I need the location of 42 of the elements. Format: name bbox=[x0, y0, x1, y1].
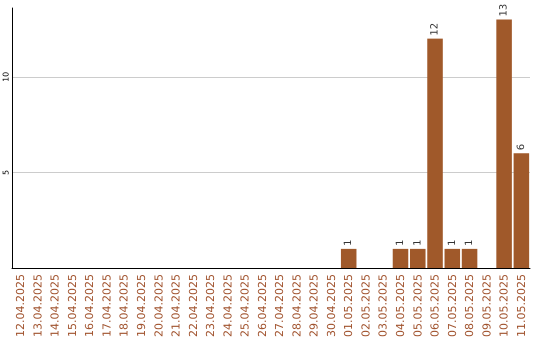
x-tick-label: 14.04.2025 bbox=[48, 274, 62, 338]
x-tick-label: 11.05.2025 bbox=[514, 274, 528, 338]
x-tick-label: 08.05.2025 bbox=[463, 274, 476, 338]
x-tick-label: 07.05.2025 bbox=[446, 274, 459, 338]
x-tick-label: 20.04.2025 bbox=[152, 274, 166, 338]
data-label: 1 bbox=[343, 240, 354, 246]
x-tick-label: 18.04.2025 bbox=[118, 274, 131, 338]
x-tick-label: 15.04.2025 bbox=[66, 274, 79, 338]
x-tick-label: 25.04.2025 bbox=[238, 274, 252, 338]
data-label: 12 bbox=[430, 22, 441, 36]
bar bbox=[462, 248, 478, 268]
x-tick-label: 19.04.2025 bbox=[135, 274, 148, 338]
x-tick-label: 28.04.2025 bbox=[290, 274, 304, 338]
x-tick-label: 12.04.2025 bbox=[14, 274, 28, 338]
x-tick-label: 21.04.2025 bbox=[170, 274, 183, 338]
x-tick-label: 09.05.2025 bbox=[480, 274, 494, 338]
x-tick-label: 27.04.2025 bbox=[273, 274, 286, 338]
x-tick-label: 05.05.2025 bbox=[411, 274, 424, 338]
x-tick-label: 01.05.2025 bbox=[342, 274, 356, 338]
x-tick-label: 16.04.2025 bbox=[83, 274, 96, 338]
x-tick-label: 04.05.2025 bbox=[394, 274, 407, 338]
x-tick-label: 29.04.2025 bbox=[308, 274, 321, 338]
data-label: 1 bbox=[395, 240, 406, 246]
bar bbox=[340, 248, 356, 268]
x-tick-label: 30.04.2025 bbox=[324, 274, 338, 338]
y-tick-label: 5 bbox=[2, 170, 10, 175]
x-tick-label: 13.04.2025 bbox=[31, 274, 44, 338]
data-label: 13 bbox=[498, 4, 510, 16]
x-tick-label: 06.05.2025 bbox=[428, 274, 442, 338]
x-tick-label: 17.04.2025 bbox=[100, 274, 114, 338]
data-label: 1 bbox=[446, 240, 458, 246]
x-tick-label: 10.05.2025 bbox=[498, 274, 511, 338]
x-tick-label: 23.04.2025 bbox=[204, 274, 218, 338]
data-label: 1 bbox=[412, 240, 424, 246]
x-tick-label: 02.05.2025 bbox=[359, 274, 372, 338]
data-label: 6 bbox=[516, 144, 527, 150]
x-tick-label: 03.05.2025 bbox=[376, 274, 390, 338]
x-tick-label: 24.04.2025 bbox=[221, 274, 234, 338]
data-label: 1 bbox=[464, 240, 476, 246]
x-tick-label: 22.04.2025 bbox=[186, 274, 200, 338]
y-tick-label: 10 bbox=[2, 72, 10, 82]
x-tick-label: 26.04.2025 bbox=[256, 274, 269, 338]
